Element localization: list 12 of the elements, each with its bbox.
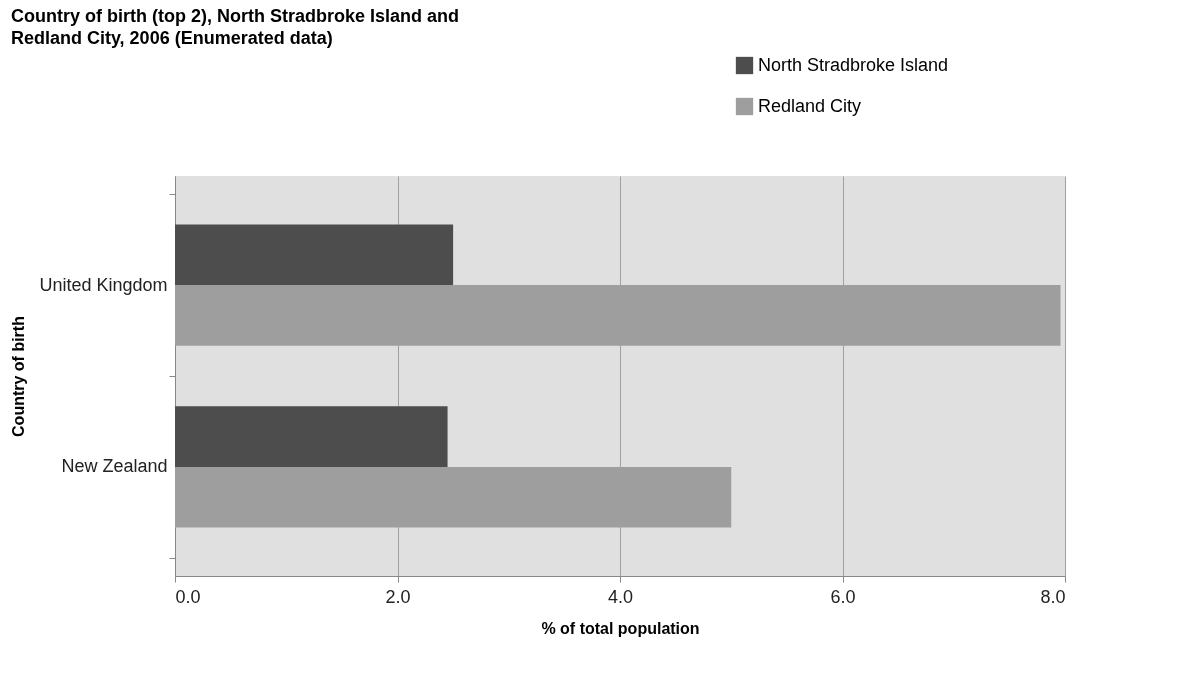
- y-axis-title: Country of birth: [10, 316, 28, 437]
- x-axis-title: % of total population: [541, 619, 700, 637]
- x-tick-label: 6.0: [830, 586, 856, 607]
- y-tick-label: New Zealand: [61, 456, 168, 477]
- y-tick-label: United Kingdom: [39, 274, 168, 295]
- x-tick-label: 4.0: [607, 586, 634, 607]
- x-tick-label: 2.0: [385, 586, 411, 607]
- chart-title: Country of birth (top 2), North Stradbroke Island and Redland City, 2006 (Enumerated data): [10, 6, 459, 48]
- legend-label: Redland City: [758, 95, 862, 116]
- x-tick-label: 0.0: [175, 586, 201, 607]
- legend-label: North Stradbroke Island: [758, 54, 949, 75]
- x-tick-label: 8.0: [1040, 586, 1066, 607]
